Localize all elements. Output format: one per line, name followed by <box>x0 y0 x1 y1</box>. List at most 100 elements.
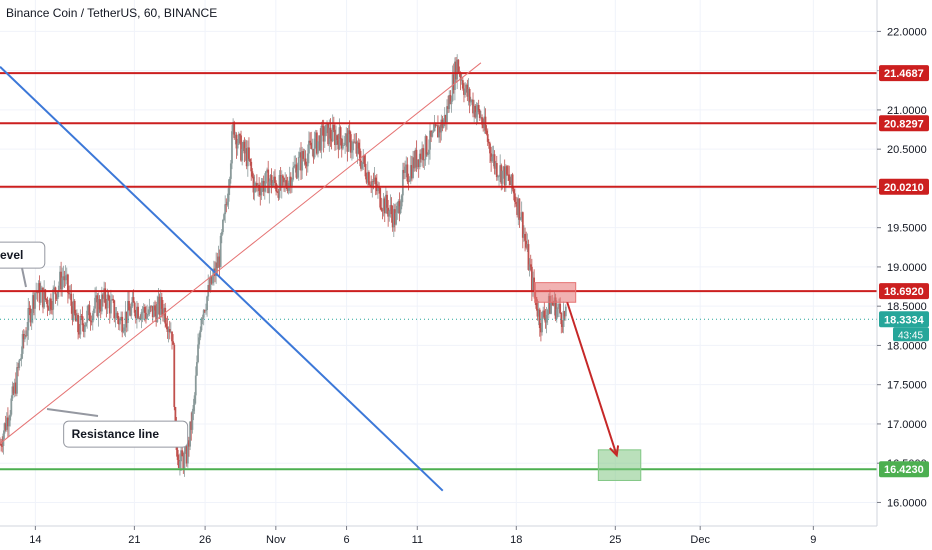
y-tick-label: 19.0000 <box>887 262 927 274</box>
candle-body <box>365 176 368 183</box>
candle-body <box>340 138 343 149</box>
price-level-badge <box>879 115 929 132</box>
candle-body <box>384 194 387 214</box>
y-tick-label: 22.0000 <box>887 26 927 38</box>
candle-body <box>80 315 83 317</box>
candle-body <box>104 288 107 304</box>
candle-body <box>106 294 109 309</box>
candle-body <box>174 406 177 424</box>
candle-body <box>50 298 52 310</box>
candle-body <box>95 295 98 298</box>
candle-body <box>205 310 207 312</box>
annotation-text: evel <box>0 248 23 262</box>
candle-body <box>117 318 120 325</box>
candle-body <box>224 204 227 215</box>
candle-body <box>513 193 516 202</box>
candle-body <box>469 101 472 103</box>
candle-body <box>57 285 60 292</box>
candle-body <box>236 143 239 149</box>
candle-body <box>503 166 506 186</box>
candle-body <box>282 175 284 178</box>
candle-body <box>131 297 134 307</box>
x-tick-label: 14 <box>29 534 41 546</box>
candle-body <box>518 198 521 220</box>
candle-body <box>134 312 137 319</box>
candle-body <box>390 205 393 215</box>
candle-body <box>349 134 352 153</box>
candle-body <box>431 131 434 137</box>
candle-body <box>386 194 388 208</box>
candle-body <box>452 74 455 90</box>
candle-body <box>563 311 566 317</box>
candle-body <box>102 294 104 299</box>
candle-body <box>438 126 440 138</box>
candle-body <box>4 423 7 430</box>
candle-body <box>97 299 100 317</box>
candle-body <box>358 148 361 161</box>
candle-body <box>529 264 532 267</box>
descending-trendline <box>0 66 444 492</box>
candle-body <box>91 313 94 323</box>
candle-body <box>355 141 358 154</box>
candle-body <box>28 308 31 309</box>
candle-body <box>52 289 55 310</box>
candle-body <box>151 305 154 318</box>
candle-body <box>408 179 411 182</box>
candle-body <box>364 163 367 177</box>
candle-body <box>192 405 195 412</box>
candle-body <box>251 171 254 177</box>
candle-body <box>339 127 342 139</box>
candle-body <box>464 88 466 95</box>
candle-body <box>261 180 264 188</box>
candle-body <box>51 309 53 311</box>
candle-body <box>509 180 512 185</box>
candle-body <box>502 166 505 171</box>
candle-body <box>121 316 124 333</box>
annotation-pointer <box>21 267 27 288</box>
x-tick-label: Nov <box>266 534 286 546</box>
candle-body <box>530 266 533 292</box>
candle-body <box>512 189 515 194</box>
candle-body <box>456 59 459 80</box>
candle-body <box>353 141 356 143</box>
candle-body <box>267 169 270 194</box>
candle-body <box>218 256 221 268</box>
candle-body <box>315 132 318 154</box>
candle-body <box>325 124 327 136</box>
candle-body <box>9 414 12 421</box>
candle-body <box>406 164 409 182</box>
candle-body <box>368 172 370 185</box>
candle-body <box>346 133 349 152</box>
candle-body <box>500 165 503 184</box>
candle-body <box>285 180 288 187</box>
candle-body <box>272 176 275 184</box>
candle-body <box>85 322 87 327</box>
candle-body <box>311 148 314 150</box>
candle-body <box>255 182 258 188</box>
candle-body <box>561 324 564 328</box>
candle-body <box>88 305 91 321</box>
candle-body <box>296 170 299 178</box>
candle-body <box>55 294 58 299</box>
candle-body <box>511 174 514 190</box>
candle-body <box>36 292 39 294</box>
candle-body <box>234 134 237 138</box>
candle-body <box>510 174 513 185</box>
target-arrow-head <box>609 445 620 458</box>
candle-body <box>199 330 202 338</box>
candle-body <box>292 167 294 180</box>
candle-body <box>328 127 331 145</box>
candle-body <box>461 80 464 89</box>
candle-body <box>460 80 463 81</box>
candle-body <box>381 210 384 212</box>
candle-body <box>197 344 199 363</box>
candle-body <box>437 125 439 138</box>
candle-body <box>536 308 539 317</box>
candle-body <box>59 271 61 286</box>
candle-body <box>429 130 431 150</box>
candle-body <box>119 319 121 325</box>
annotation-box <box>63 420 189 448</box>
candle-body <box>201 317 204 319</box>
candle-body <box>305 164 308 167</box>
